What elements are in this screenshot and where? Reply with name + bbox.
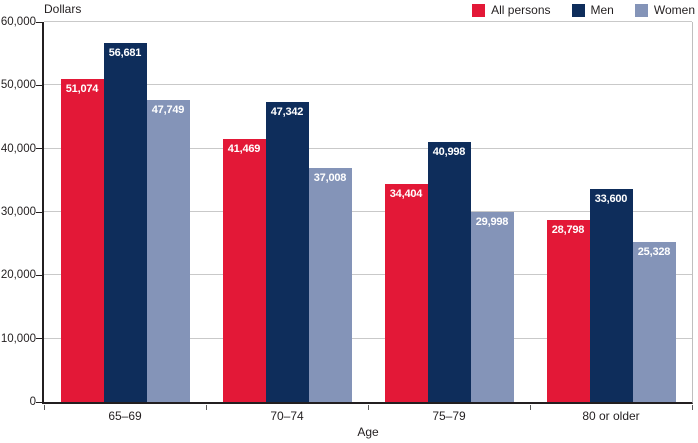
legend: All persons Men Women — [472, 3, 695, 17]
x-axis-category-label: 80 or older — [582, 409, 640, 423]
y-axis-title: Dollars — [44, 2, 82, 16]
bar-value-label: 40,998 — [432, 146, 466, 159]
x-axis-tick — [367, 405, 369, 410]
bar-value-label: 37,008 — [313, 171, 347, 184]
x-axis-category-label: 70–74 — [270, 409, 304, 423]
y-axis-tick-label: 10,000 — [0, 332, 36, 345]
bar-all-persons: 41,469 — [222, 139, 266, 402]
bar-all-persons: 51,074 — [60, 78, 104, 402]
bar-all-persons: 34,404 — [384, 184, 428, 402]
bar-women: 37,008 — [308, 167, 352, 402]
legend-item-all-persons: All persons — [472, 3, 551, 17]
gridline — [44, 337, 692, 339]
y-axis-tick-label: 60,000 — [0, 16, 36, 28]
bar-value-label: 34,404 — [389, 188, 423, 201]
y-axis-tick-label: 30,000 — [0, 206, 36, 218]
y-axis-tick — [36, 21, 42, 23]
bar-value-label: 56,681 — [108, 47, 142, 60]
y-axis-tick — [36, 274, 42, 276]
legend-label: Men — [590, 3, 614, 17]
y-axis-tick — [36, 401, 42, 403]
legend-label: Women — [653, 3, 695, 17]
gridline — [44, 84, 692, 86]
bar-all-persons: 28,798 — [546, 219, 590, 402]
bar-men: 56,681 — [103, 43, 147, 402]
gridline — [44, 211, 692, 212]
y-axis-tick-label: 50,000 — [0, 79, 36, 92]
bar-value-label: 28,798 — [551, 223, 585, 236]
bar-women: 25,328 — [632, 241, 676, 402]
plot-area: Age 0 10,000 20,000 30,000 40,000 50,000 60,00… — [1, 16, 693, 439]
y-axis-tick — [36, 148, 42, 150]
bar-men: 40,998 — [427, 142, 471, 402]
bar-value-label: 33,600 — [594, 193, 628, 206]
x-axis-category-label: 75–79 — [432, 409, 466, 423]
bar-women: 47,749 — [146, 99, 190, 402]
x-axis-tick — [43, 405, 45, 410]
bar-value-label: 41,469 — [227, 143, 261, 156]
y-axis-tick — [36, 84, 42, 86]
y-axis-tick-label: 40,000 — [0, 142, 36, 155]
y-axis-tick — [36, 338, 42, 340]
x-axis-tick — [691, 405, 693, 410]
bar-women: 29,998 — [470, 212, 514, 402]
bar-men: 47,342 — [265, 102, 309, 402]
x-axis-category-label: 65–69 — [108, 409, 142, 423]
y-axis-tick-label: 0 — [29, 396, 36, 408]
bar-value-label: 29,998 — [475, 216, 509, 229]
gridline — [44, 274, 692, 276]
legend-item-men: Men — [571, 3, 614, 17]
legend-item-women: Women — [634, 3, 695, 17]
y-axis-tick — [36, 211, 42, 213]
bar-value-label: 25,328 — [637, 245, 671, 258]
legend-swatch-men-icon — [571, 3, 585, 17]
x-axis-title: Age — [357, 425, 379, 439]
bar-value-label: 47,342 — [270, 106, 304, 119]
legend-label: All persons — [491, 3, 551, 17]
bar-men: 33,600 — [589, 189, 633, 402]
x-axis-tick — [205, 405, 207, 410]
gridline — [44, 21, 692, 22]
x-axis-tick — [529, 405, 531, 410]
y-axis-tick-label: 20,000 — [0, 269, 36, 282]
bar-value-label: 51,074 — [65, 82, 99, 95]
bar-value-label: 47,749 — [151, 103, 185, 116]
legend-swatch-all-persons-icon — [472, 3, 486, 17]
gridline — [44, 147, 692, 149]
legend-swatch-women-icon — [634, 3, 648, 17]
